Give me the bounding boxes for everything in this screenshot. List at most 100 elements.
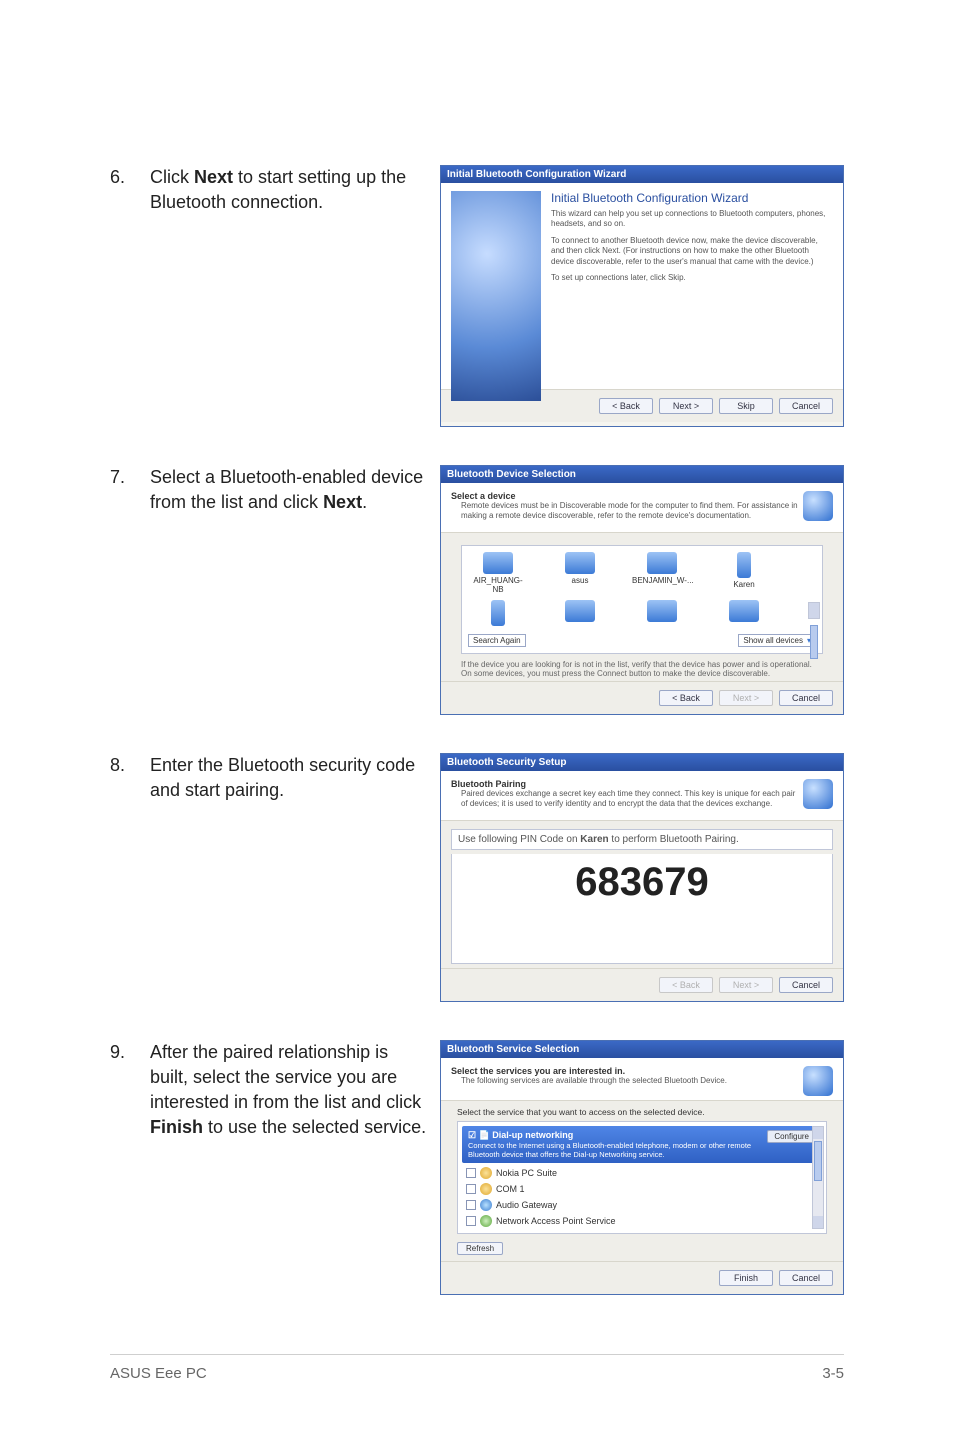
dialog-sub: Remote devices must be in Discoverable m…: [451, 501, 803, 522]
dialog-heading: Bluetooth Pairing: [451, 779, 803, 789]
bluetooth-icon: [803, 491, 833, 521]
step-number: 9.: [110, 1040, 150, 1065]
dialog-paragraph: To set up connections later, click Skip.: [551, 273, 833, 283]
device-list: AIR_HUANG-NB asus BENJAMIN_W-... Karen S…: [461, 545, 823, 654]
service-item[interactable]: Audio Gateway: [462, 1197, 822, 1213]
dialog-paragraph: To connect to another Bluetooth device n…: [551, 236, 833, 267]
device-item[interactable]: [714, 600, 774, 628]
dialog-heading: Initial Bluetooth Configuration Wizard: [551, 191, 833, 205]
next-button[interactable]: Next >: [659, 398, 713, 414]
dialog-sub: Paired devices exchange a secret key eac…: [451, 789, 803, 810]
service-title: Dial-up networking: [492, 1130, 573, 1140]
back-button[interactable]: < Back: [599, 398, 653, 414]
cancel-button[interactable]: Cancel: [779, 690, 833, 706]
service-item-selected[interactable]: Configure ☑ 📄 Dial-up networking Connect…: [462, 1126, 822, 1163]
back-button[interactable]: < Back: [659, 977, 713, 993]
service-label: Network Access Point Service: [496, 1216, 616, 1226]
dialog-header: Select the services you are interested i…: [441, 1058, 843, 1101]
device-item[interactable]: BENJAMIN_W-...: [632, 552, 692, 594]
next-button[interactable]: Next >: [719, 690, 773, 706]
text: Select a Bluetooth-enabled device from t…: [150, 467, 423, 512]
device-item[interactable]: Karen: [714, 552, 774, 594]
service-icon: [480, 1183, 492, 1195]
service-label: Audio Gateway: [496, 1200, 557, 1210]
service-item[interactable]: COM 1: [462, 1181, 822, 1197]
device-item[interactable]: [550, 600, 610, 628]
scrollbar[interactable]: [812, 1126, 824, 1229]
next-button[interactable]: Next >: [719, 977, 773, 993]
bluetooth-icon: [803, 1066, 833, 1096]
pin-area: 683679: [451, 854, 833, 964]
service-label: COM 1: [496, 1184, 525, 1194]
step-number: 7.: [110, 465, 150, 490]
button-row: < Back Next > Cancel: [441, 681, 843, 714]
dialog-title: Bluetooth Service Selection: [441, 1041, 843, 1058]
step-text: Click Next to start setting up the Bluet…: [150, 165, 440, 215]
show-all-dropdown[interactable]: Show all devices▾: [738, 634, 816, 647]
dialog-note: If the device you are looking for is not…: [461, 660, 823, 679]
wizard-dialog: Initial Bluetooth Configuration Wizard I…: [440, 165, 844, 427]
device-label: Karen: [733, 580, 754, 589]
footer-right: 3-5: [822, 1365, 844, 1382]
dialog-header: Bluetooth Pairing Paired devices exchang…: [441, 771, 843, 821]
pin-instruction: Use following PIN Code on Karen to perfo…: [451, 829, 833, 850]
step-text: Select a Bluetooth-enabled device from t…: [150, 465, 440, 515]
service-icon: [480, 1167, 492, 1179]
step-text: Enter the Bluetooth security code and st…: [150, 753, 440, 803]
step-number: 8.: [110, 753, 150, 778]
device-item[interactable]: AIR_HUANG-NB: [468, 552, 528, 594]
service-selection-dialog: Bluetooth Service Selection Select the s…: [440, 1040, 844, 1295]
device-item[interactable]: asus: [550, 552, 610, 594]
step-6: 6. Click Next to start setting up the Bl…: [110, 165, 844, 427]
service-item[interactable]: Nokia PC Suite: [462, 1165, 822, 1181]
back-button[interactable]: < Back: [659, 690, 713, 706]
page-footer: ASUS Eee PC 3-5: [110, 1354, 844, 1382]
text: After the paired relationship is built, …: [150, 1042, 421, 1112]
device-label: AIR_HUANG-NB: [473, 576, 522, 594]
device-label: asus: [572, 576, 589, 585]
pin-code: 683679: [575, 854, 708, 905]
security-dialog: Bluetooth Security Setup Bluetooth Pairi…: [440, 753, 844, 1002]
service-item[interactable]: Network Access Point Service: [462, 1213, 822, 1229]
footer-left: ASUS Eee PC: [110, 1365, 207, 1382]
dialog-title: Bluetooth Device Selection: [441, 466, 843, 483]
device-selection-dialog: Bluetooth Device Selection Select a devi…: [440, 465, 844, 715]
step-8: 8. Enter the Bluetooth security code and…: [110, 753, 844, 1002]
dialog-header: Select a device Remote devices must be i…: [441, 483, 843, 533]
search-again-button[interactable]: Search Again: [468, 634, 526, 647]
bluetooth-icon: [803, 779, 833, 809]
text: Enter the Bluetooth security code and st…: [150, 755, 415, 800]
step-9: 9. After the paired relationship is buil…: [110, 1040, 844, 1295]
text: Click: [150, 167, 194, 187]
service-label: Nokia PC Suite: [496, 1168, 557, 1178]
configure-button[interactable]: Configure: [767, 1130, 816, 1143]
refresh-button[interactable]: Refresh: [457, 1242, 503, 1255]
cancel-button[interactable]: Cancel: [779, 398, 833, 414]
text: .: [362, 492, 367, 512]
dialog-paragraph: This wizard can help you set up connecti…: [551, 209, 833, 230]
service-icon: [480, 1215, 492, 1227]
dialog-title: Bluetooth Security Setup: [441, 754, 843, 771]
step-text: After the paired relationship is built, …: [150, 1040, 440, 1141]
bold: Next: [194, 167, 233, 187]
service-list: Configure ☑ 📄 Dial-up networking Connect…: [457, 1121, 827, 1234]
device-item[interactable]: [468, 600, 528, 628]
step-number: 6.: [110, 165, 150, 190]
wizard-image: [451, 191, 541, 401]
service-icon: [480, 1199, 492, 1211]
skip-button[interactable]: Skip: [719, 398, 773, 414]
cancel-button[interactable]: Cancel: [779, 977, 833, 993]
finish-button[interactable]: Finish: [719, 1270, 773, 1286]
service-desc: Connect to the Internet using a Bluetoot…: [468, 1141, 816, 1159]
button-row: < Back Next > Cancel: [441, 968, 843, 1001]
page: 6. Click Next to start setting up the Bl…: [0, 0, 954, 1295]
text: to use the selected service.: [203, 1117, 426, 1137]
device-label: BENJAMIN_W-...: [632, 576, 694, 585]
scrollbar[interactable]: [808, 602, 820, 619]
service-prompt: Select the service that you want to acce…: [457, 1107, 827, 1117]
bold: Next: [323, 492, 362, 512]
dialog-heading: Select a device: [451, 491, 803, 501]
device-item[interactable]: [632, 600, 692, 628]
dialog-heading: Select the services you are interested i…: [451, 1066, 803, 1076]
cancel-button[interactable]: Cancel: [779, 1270, 833, 1286]
